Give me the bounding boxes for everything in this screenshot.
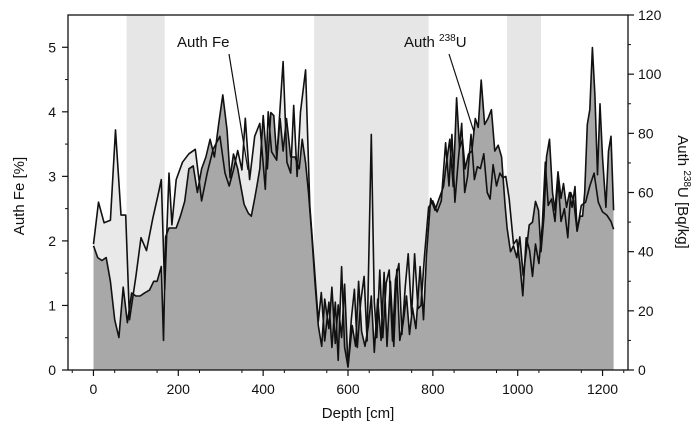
y-axis-left-label: Auth Fe [%] xyxy=(11,157,28,235)
line-auth-fe xyxy=(92,60,615,368)
y-right-tick-label-100: 100 xyxy=(638,66,662,82)
y-axis-right-label: Auth 238U [Bq/kg] xyxy=(674,135,692,248)
y-right-tick-label-80: 80 xyxy=(638,125,654,141)
area-auth-238u xyxy=(93,47,614,370)
line-auth-238u xyxy=(92,46,615,368)
y-right-tick-label-40: 40 xyxy=(638,244,654,260)
y-right-tick-label-0: 0 xyxy=(638,362,646,378)
annotation-u-suffix: U xyxy=(456,34,467,51)
x-tick-label-200: 200 xyxy=(167,381,191,397)
y-right-tick-label-60: 60 xyxy=(638,185,654,201)
y-left-tick-label-4: 4 xyxy=(48,104,56,120)
annotation-u-sup: 238 xyxy=(439,33,456,44)
y-left-tick-label-1: 1 xyxy=(48,297,56,313)
x-axis-label: Depth [cm] xyxy=(322,405,395,422)
x-tick-label-1000: 1000 xyxy=(502,381,533,397)
series-lines xyxy=(92,46,615,368)
y-axis-right: 0 20 40 60 80 100 120 xyxy=(628,7,662,378)
y-axis-right-label-suffix: U [Bq/kg] xyxy=(674,187,691,249)
annotation-auth-fe: Auth Fe xyxy=(177,34,230,51)
x-axis: 0 200 400 600 800 1000 1200 xyxy=(71,370,625,397)
x-tick-label-1200: 1200 xyxy=(587,381,618,397)
annotation-auth-fe-leader xyxy=(228,53,249,171)
x-tick-label-800: 800 xyxy=(421,381,445,397)
y-left-tick-label-5: 5 xyxy=(48,39,56,55)
y-left-tick-label-3: 3 xyxy=(48,168,56,184)
y-left-tick-label-0: 0 xyxy=(48,362,56,378)
annotation-u-prefix: Auth xyxy=(404,34,439,51)
annotations: Auth Fe Auth 238U xyxy=(177,33,475,171)
series-areas xyxy=(93,47,614,370)
y-right-tick-label-20: 20 xyxy=(638,303,654,319)
annotation-auth-u238: Auth 238U xyxy=(404,33,467,51)
x-tick-label-600: 600 xyxy=(336,381,360,397)
y-axis-right-label-sup: 238 xyxy=(681,170,692,187)
y-left-tick-label-2: 2 xyxy=(48,233,56,249)
y-right-tick-label-120: 120 xyxy=(638,7,662,23)
x-tick-label-400: 400 xyxy=(251,381,275,397)
annotation-auth-u238-leader xyxy=(448,53,475,133)
x-tick-label-0: 0 xyxy=(90,381,98,397)
y-axis-left: 0 1 2 3 4 5 xyxy=(48,39,68,378)
y-axis-right-label-prefix: Auth xyxy=(674,135,691,170)
